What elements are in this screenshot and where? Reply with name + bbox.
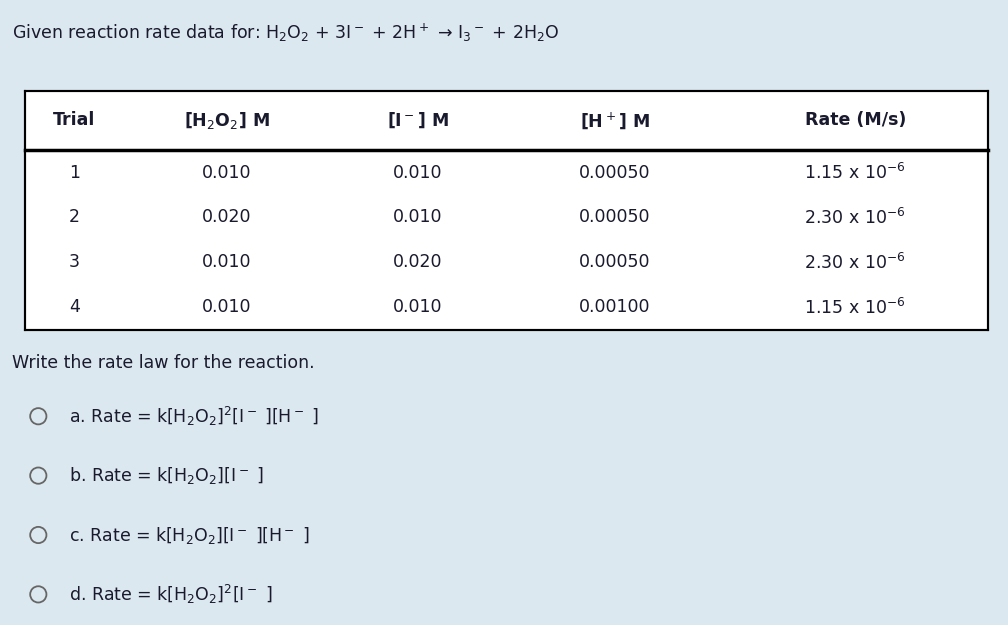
Text: 1.15 x 10$^{-6}$: 1.15 x 10$^{-6}$ <box>804 298 906 318</box>
Text: [I$^-$] M: [I$^-$] M <box>387 111 449 130</box>
Text: 0.00050: 0.00050 <box>579 209 650 226</box>
Text: b. Rate = k[H$_2$O$_2$][I$^-$ ]: b. Rate = k[H$_2$O$_2$][I$^-$ ] <box>69 465 263 486</box>
FancyBboxPatch shape <box>25 91 988 330</box>
Text: Trial: Trial <box>53 111 96 129</box>
Text: 1.15 x 10$^{-6}$: 1.15 x 10$^{-6}$ <box>804 162 906 182</box>
Text: [H$_2$O$_2$] M: [H$_2$O$_2$] M <box>183 110 269 131</box>
Text: 3: 3 <box>69 254 80 271</box>
Text: Rate (M/s): Rate (M/s) <box>804 111 906 129</box>
Text: 2.30 x 10$^{-6}$: 2.30 x 10$^{-6}$ <box>804 208 906 227</box>
Text: a. Rate = k[H$_2$O$_2$]$^2$[I$^-$ ][H$^-$ ]: a. Rate = k[H$_2$O$_2$]$^2$[I$^-$ ][H$^-… <box>69 405 319 428</box>
Text: 2.30 x 10$^{-6}$: 2.30 x 10$^{-6}$ <box>804 253 906 272</box>
Text: 0.010: 0.010 <box>393 209 443 226</box>
Text: Given reaction rate data for: H$_2$O$_2$ + 3I$^-$ + 2H$^+$ → I$_3$$^-$ + 2H$_2$O: Given reaction rate data for: H$_2$O$_2$… <box>12 22 559 44</box>
Text: 0.010: 0.010 <box>202 299 251 316</box>
Text: 4: 4 <box>69 299 80 316</box>
Text: c. Rate = k[H$_2$O$_2$][I$^-$ ][H$^-$ ]: c. Rate = k[H$_2$O$_2$][I$^-$ ][H$^-$ ] <box>69 524 309 546</box>
Text: 0.020: 0.020 <box>393 254 443 271</box>
Text: 0.00050: 0.00050 <box>579 164 650 181</box>
Text: [H$^+$] M: [H$^+$] M <box>580 110 649 131</box>
Text: 0.010: 0.010 <box>202 164 251 181</box>
Text: 0.00050: 0.00050 <box>579 254 650 271</box>
Text: 1: 1 <box>69 164 80 181</box>
Text: 0.010: 0.010 <box>202 254 251 271</box>
Text: 0.00100: 0.00100 <box>579 299 650 316</box>
Text: d. Rate = k[H$_2$O$_2$]$^2$[I$^-$ ]: d. Rate = k[H$_2$O$_2$]$^2$[I$^-$ ] <box>69 583 272 606</box>
Text: 0.010: 0.010 <box>393 299 443 316</box>
Text: 2: 2 <box>69 209 80 226</box>
Text: Write the rate law for the reaction.: Write the rate law for the reaction. <box>12 354 314 372</box>
Text: 0.020: 0.020 <box>202 209 251 226</box>
Text: 0.010: 0.010 <box>393 164 443 181</box>
